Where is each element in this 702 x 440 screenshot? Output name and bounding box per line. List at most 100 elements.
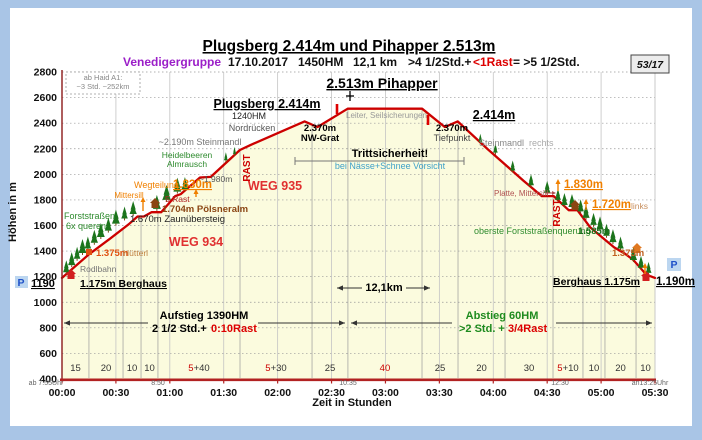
- alt-1720-right: 1.720m: [592, 199, 631, 211]
- plugsberg-hm: 1240HM: [232, 111, 266, 121]
- y-tick-label-4: 2000: [34, 169, 58, 181]
- rast-5-label: 5 Rast: [165, 194, 190, 204]
- tree-icon: [121, 209, 128, 219]
- platte-arrow-icon: [552, 191, 556, 195]
- parking-right-p: P: [670, 259, 677, 271]
- pihapper-summit-label: 2.513m Pihapper: [326, 75, 438, 91]
- tree-icon: [68, 255, 76, 266]
- segment-time-3: 10: [144, 363, 155, 374]
- huette-1375-right-icon: [633, 248, 641, 253]
- x-tick-label-7: 03:30: [426, 387, 453, 399]
- aufstieg-rast: 0:10Rast: [211, 323, 257, 335]
- subtitle-distance: 12,1 km: [353, 55, 397, 69]
- y-tick-label-2: 2400: [34, 118, 58, 130]
- tree-icon: [596, 219, 604, 230]
- segment-time-4: 5+40: [188, 363, 209, 374]
- subtitle-total: = >5 1/2Std.: [513, 55, 580, 69]
- heidelbeeren-label: Heidelbeeren: [162, 150, 213, 160]
- zaunuebersteig-label: 1.670m Zaunübersteig: [130, 214, 225, 225]
- distance-span-left-arrow-icon: [337, 285, 343, 291]
- poelsneralm-icon: [151, 203, 159, 208]
- aufstieg-label: Aufstieg 1390HM: [160, 310, 249, 322]
- rodlbahn-label: Rodlbahn: [80, 264, 117, 274]
- subtitle-rest: <1Rast: [473, 55, 513, 69]
- x-tick-label-3: 01:30: [210, 387, 237, 399]
- tiefpunkt-label: Tiefpunkt: [434, 133, 471, 143]
- y-tick-label-11: 600: [39, 348, 57, 360]
- x-tick-label-11: 05:30: [642, 387, 669, 399]
- parking-right-box: [667, 258, 681, 271]
- segment-time-11: 5+10: [557, 363, 578, 374]
- x-tick-label-0: 00:00: [49, 387, 76, 399]
- x-tick-label-6: 03:00: [372, 387, 399, 399]
- y-tick-label-12: 400: [39, 374, 57, 386]
- subtitle-duration: >4 1/2Std.+: [408, 55, 471, 69]
- nordruecken-label: Nordrücken: [229, 123, 276, 133]
- alt-1830-left: 1.830m: [173, 179, 212, 191]
- tree-icon: [561, 196, 568, 206]
- tree-icon: [637, 259, 645, 268]
- tree-icon: [111, 213, 120, 224]
- subtitle-date: 17.10.2017: [228, 55, 288, 69]
- abstieg-span-left-arrow-icon: [351, 320, 357, 326]
- aufstieg-time: 2 1/2 Std.+: [152, 323, 207, 335]
- segment-time-9: 20: [476, 363, 487, 374]
- x-axis-title: Zeit in Stunden: [312, 397, 392, 409]
- x-tick-label-8: 04:00: [480, 387, 507, 399]
- tree-icon: [510, 163, 516, 171]
- tree-icon: [577, 202, 584, 212]
- segment-time-10: 30: [524, 363, 535, 374]
- tree-icon: [90, 233, 98, 243]
- berghaus-right-icon: [641, 271, 651, 276]
- segment-time-2: 10: [127, 363, 138, 374]
- tree-icon: [223, 155, 228, 161]
- alm-1720-icon: [571, 205, 579, 210]
- rast-left-vertical: RAST: [242, 154, 253, 181]
- tree-icon: [554, 192, 561, 200]
- tree-icon: [162, 188, 171, 200]
- tree-icon: [617, 240, 624, 249]
- page-number: 53/17: [637, 59, 664, 71]
- tree-icon: [173, 181, 182, 192]
- links-label: links: [631, 201, 648, 211]
- berghaus-left-icon: [66, 269, 76, 274]
- tree-icon: [233, 146, 236, 152]
- nwgrat-label: NW-Grat: [301, 133, 340, 144]
- steinmandl-right-label: Steinmandl: [479, 138, 524, 148]
- tree-icon: [528, 177, 534, 186]
- y-tick-label-5: 1800: [34, 194, 58, 206]
- weg-934: WEG 934: [169, 235, 223, 249]
- y-tick-label-6: 1600: [34, 220, 58, 232]
- info-line-2: ~3 Std. ~252km: [77, 82, 130, 91]
- rast-right-vertical: RAST: [552, 199, 563, 226]
- rechts-label: rechts: [529, 138, 554, 148]
- tree-icon: [629, 250, 638, 261]
- mittersill-label: Mittersill: [114, 191, 144, 200]
- peak-2414-label: 2.414m: [473, 108, 515, 122]
- trittsicherheit-label: Trittsicherheit!: [352, 148, 428, 160]
- tree-icon: [129, 204, 137, 214]
- berghaus-left-label: 1.175m Berghaus: [80, 278, 167, 290]
- aufstieg-span-right-arrow-icon: [339, 320, 345, 326]
- segment-time-6: 25: [325, 363, 336, 374]
- alt-1830-right-arrow-icon: [555, 179, 561, 184]
- y-tick-label-3: 2200: [34, 143, 58, 155]
- tree-icon: [181, 180, 189, 190]
- parking-left-alt: 1190: [31, 278, 55, 290]
- distance-span-right-arrow-icon: [424, 285, 430, 291]
- alt-1980: ~1.980m: [199, 174, 232, 184]
- alt-1585: 1.585m: [578, 226, 610, 237]
- clock-label-3: 12:30: [551, 380, 569, 387]
- parking-left-box: [15, 276, 28, 288]
- y-tick-label-9: 1000: [34, 297, 58, 309]
- y-tick-label-10: 800: [39, 322, 57, 334]
- segment-time-5: 5+30: [265, 363, 286, 374]
- end-arrow-icon: [642, 263, 648, 268]
- berghaus-right-label: Berghaus 1.175m: [553, 276, 640, 288]
- clock-label-1: 8:50: [151, 380, 165, 387]
- platte-label: Platte, Mittersill: [494, 189, 548, 198]
- poelsneralm-icon: [150, 198, 160, 203]
- segment-time-7: 40: [380, 363, 391, 374]
- x-tick-label-9: 04:30: [534, 387, 561, 399]
